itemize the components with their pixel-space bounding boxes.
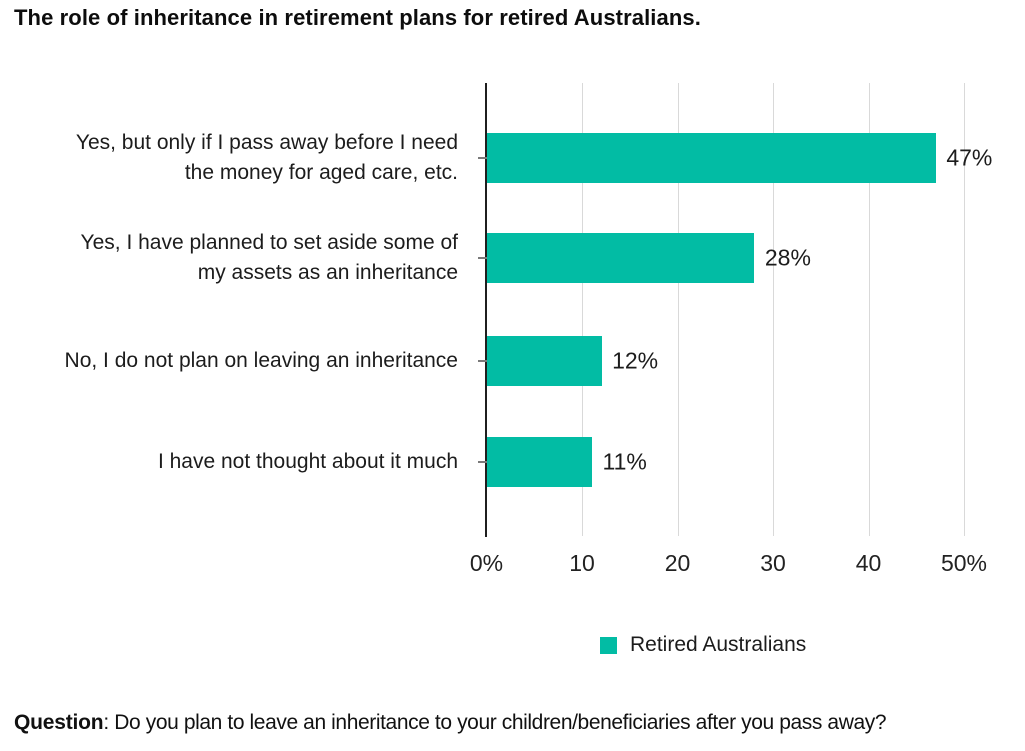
category-label: Yes, I have planned to set aside some of… (80, 231, 458, 284)
gridline-50 (964, 83, 965, 536)
y-axis-tick (477, 360, 487, 362)
bar-value-label: 12% (612, 347, 659, 374)
bar-12% (487, 336, 602, 386)
gridline-30 (773, 83, 774, 536)
x-axis-tick-label-0: 0% (469, 550, 504, 576)
chart-title: The role of inheritance in retirement pl… (14, 5, 701, 30)
legend-swatch (600, 636, 617, 654)
bar-value-label: 11% (602, 448, 647, 475)
y-axis-line (485, 83, 487, 537)
legend-label: Retired Australians (630, 633, 807, 656)
category-label: I have not thought about it much (157, 450, 458, 473)
legend-item-retired-australians[interactable]: Retired Australians (600, 633, 806, 657)
question-footnote: Question: Do you plan to leave an inheri… (14, 711, 887, 735)
bar-value-label: 28% (764, 244, 811, 271)
question-footnote-text: : Do you plan to leave an inheritance to… (103, 711, 887, 734)
x-axis-tick-label-30: 30 (760, 550, 786, 576)
y-axis-tick (477, 257, 487, 259)
y-axis-tick (477, 157, 487, 159)
bar-value-label: 47% (946, 144, 993, 171)
bar-47% (487, 133, 936, 183)
y-axis-tick (477, 461, 487, 463)
x-axis-tick-label-20: 20 (664, 550, 691, 576)
bar-28% (487, 233, 755, 283)
gridline-40 (868, 83, 870, 536)
x-axis-tick-label-40: 40 (855, 550, 882, 576)
x-axis-tick-label-10: 10 (569, 550, 595, 576)
gridline-20 (677, 83, 679, 536)
question-footnote-bold: Question (14, 711, 104, 734)
bar-11% (487, 437, 593, 487)
category-label: No, I do not plan on leaving an inherita… (64, 349, 458, 372)
category-label: Yes, but only if I pass away before I ne… (75, 131, 458, 184)
gridline-10 (582, 83, 583, 536)
x-axis-tick-label-50: 50% (940, 550, 988, 576)
